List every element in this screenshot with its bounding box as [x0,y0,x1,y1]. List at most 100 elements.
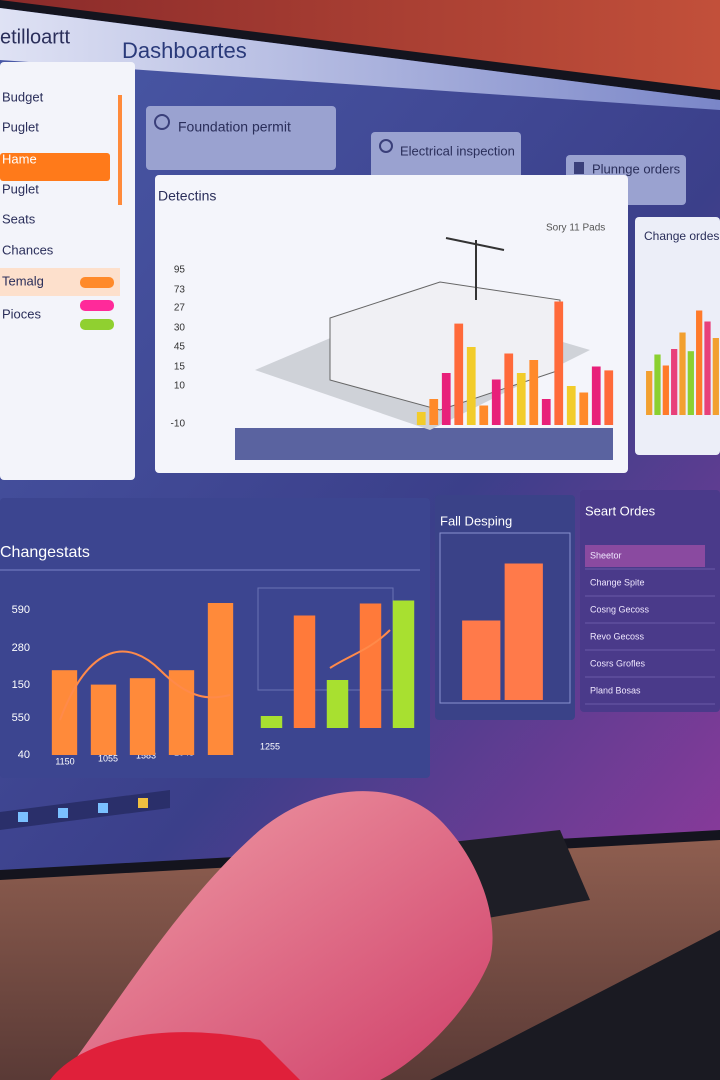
bar [168,670,195,755]
x-tick-label: 1255 [260,741,280,751]
bar [293,615,316,728]
card-icon [154,114,170,130]
sidebar-item: Temalg [2,273,44,288]
pill [80,319,114,330]
bar [462,620,501,700]
y-tick-label: 30 [174,323,186,334]
card [146,106,336,170]
bar [326,680,349,728]
header-bar [0,8,720,110]
bar [129,678,156,755]
order-row: Sheetor [590,550,622,560]
sidebar-item: Puglet [2,181,39,196]
panel-title: Seart Ordes [585,503,656,518]
bar [504,563,543,700]
keyboard [430,930,720,1080]
order-row: Cosng Gecoss [590,604,650,614]
bar [671,349,678,415]
bar [704,321,711,415]
brand: etilloartt [0,26,70,48]
bar [51,670,78,755]
panel-title: Detectins [158,188,216,204]
taskbar [0,790,170,830]
sidebar-item: Budget [2,89,44,104]
panel [580,490,720,712]
sidebar-item: Chances [2,242,54,257]
bar [207,603,234,755]
y-tick-label: 590 [12,604,30,616]
bar [429,399,439,425]
header-title: Dashboartes [122,38,247,63]
y-tick-label: 280 [12,642,30,654]
legend: Sory 11 Pads [546,223,605,234]
y-tick-label: 27 [174,303,186,314]
y-tick-label: 95 [174,265,186,276]
x-axis-band [235,428,613,460]
bar [392,600,415,728]
y-tick-label: 45 [174,342,186,353]
sidebar-item: Puglet [2,119,39,134]
y-tick-label: 550 [12,712,30,724]
bar [679,332,686,415]
bar [646,371,653,415]
panel-title: Fall Desping [440,513,512,528]
bar [441,373,451,425]
bar [604,370,614,425]
bar [696,310,703,415]
bar [591,366,601,425]
y-tick-label: 150 [12,679,30,691]
pill [80,277,114,288]
bar [654,354,661,415]
sidebar-item: Seats [2,211,36,226]
bar [566,386,576,425]
card-icon [379,139,393,153]
pill [80,300,114,311]
y-tick-label: 10 [174,381,186,392]
y-tick-label: 40 [18,749,30,761]
plot-frame [439,532,571,704]
taskbar-icon [98,803,108,813]
taskbar-icon [138,798,148,808]
bar [479,405,489,425]
y-tick-label: -10 [171,419,186,430]
sidebar-active [0,153,110,181]
bar [359,603,382,728]
card-icon [574,162,584,174]
bar [687,351,694,415]
card-title: Foundation permit [178,119,291,135]
order-row: Pland Bosas [590,685,641,695]
row-highlight [585,545,705,567]
panel-title: Changestats [0,544,90,561]
sidebar-item: Hame [2,151,37,166]
order-row: Revo Gecoss [590,631,645,641]
card [371,132,521,188]
bar [529,360,539,425]
y-tick-label: 73 [174,285,186,296]
y-tick-label: 15 [174,362,186,373]
order-row: Change Spite [590,577,645,587]
order-row: Cosrs Grofles [590,658,646,668]
trend-line [329,629,391,669]
taskbar-icon [58,808,68,818]
hand [60,791,493,1080]
bar [90,684,117,755]
bar [554,301,564,425]
panel-title: Change ordes [644,229,719,243]
bar [466,347,476,425]
bar [260,716,283,728]
x-tick-label: 1583 [136,750,156,760]
bar [504,353,514,425]
bar [579,392,589,425]
bar [712,338,719,415]
crane [445,237,505,251]
trend-line [59,650,231,721]
x-tick-label: 1150 [55,756,74,766]
x-tick-label: 1055 [98,753,118,763]
bar [662,365,669,415]
bar [516,373,526,425]
sleeve [50,1032,300,1080]
bar [454,323,464,425]
card-title: Electrical inspection [400,143,515,158]
scrollbar [118,95,122,205]
